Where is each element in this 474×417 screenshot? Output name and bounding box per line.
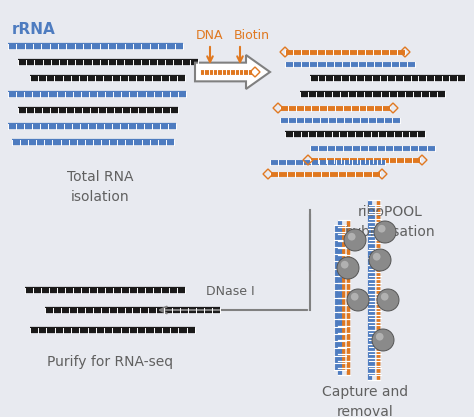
Circle shape [386,298,394,306]
Circle shape [337,257,359,279]
Text: Purify for RNA-seq: Purify for RNA-seq [47,355,173,369]
Circle shape [381,293,389,301]
Circle shape [351,293,358,301]
Circle shape [373,253,381,261]
Circle shape [356,298,365,306]
Circle shape [348,233,356,241]
Text: Capture and
removal: Capture and removal [322,385,408,417]
FancyArrow shape [195,55,270,89]
Circle shape [378,258,387,266]
Circle shape [344,229,366,251]
Text: DNase I: DNase I [206,285,255,298]
Text: Total RNA
isolation: Total RNA isolation [67,170,133,203]
Circle shape [347,289,369,311]
Text: DNA: DNA [196,29,224,42]
Circle shape [376,333,383,341]
Text: Biotin: Biotin [234,29,270,42]
Circle shape [381,338,390,347]
Circle shape [383,230,392,239]
Circle shape [353,238,362,246]
Text: riboPOOL
hybridisation: riboPOOL hybridisation [345,205,435,239]
Circle shape [369,249,391,271]
Text: rRNA: rRNA [12,22,56,37]
Circle shape [372,329,394,351]
Circle shape [378,225,385,233]
Circle shape [341,261,348,269]
Circle shape [377,289,399,311]
Circle shape [374,221,396,243]
Circle shape [346,266,355,275]
